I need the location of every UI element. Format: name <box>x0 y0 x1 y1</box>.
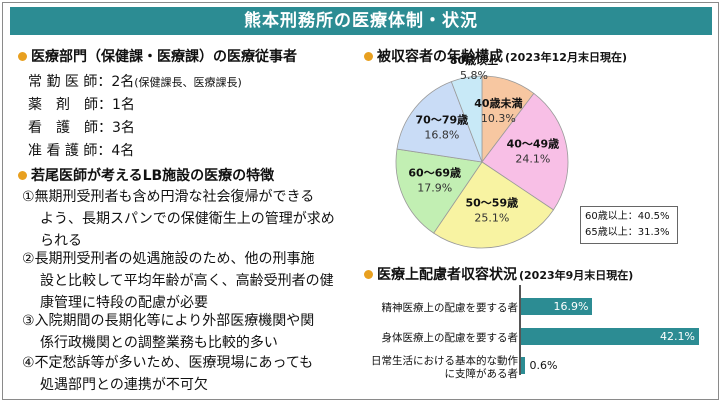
slide-title: 熊本刑務所の医療体制・状況 <box>10 7 712 35</box>
feature-item: ①無期刑受刑者も含め円滑な社会復帰ができるよう、長期スパンでの保健衛生上の管理が… <box>22 186 340 252</box>
pie-value-label: 25.1% <box>474 212 509 225</box>
feature-item-first: ③入院期間の長期化等により外部医療機関や関 <box>22 313 315 329</box>
pie-category-label: 80歳以上 <box>450 53 498 67</box>
bar-chart-subtitle: (2023年9月末日現在) <box>519 269 634 282</box>
pie-category-label: 70～79歳 <box>416 113 469 127</box>
slide-frame <box>2 2 719 400</box>
bullet-dot-icon <box>364 51 373 61</box>
bar-category-label: 身体医療上の配慮を要する者 <box>381 332 519 344</box>
bar-category-label: 日常生活における基本的な動作に支障がある者 <box>371 355 518 380</box>
bar: 16.9% <box>521 298 593 315</box>
staff-label: 看 護 師：3名 <box>28 120 135 136</box>
section-staff-heading: 医療部門（保健課・医療課）の医療従事者 <box>18 46 297 66</box>
bar-category-label: 精神医療上の配慮を要する者 <box>381 302 519 314</box>
staff-label: 薬 剤 師：1名 <box>28 97 135 113</box>
feature-item-rest: 係行政機関との調整業務も比較的多い <box>40 335 278 351</box>
section-staff-title: 医療部門（保健課・医療課）の医療従事者 <box>31 49 297 65</box>
feature-item-rest: 設と比較して平均年齢が高く、高齢受刑者の健康管理に特段の配慮が必要 <box>40 273 334 311</box>
feature-item-first: ①無期刑受刑者も含め円滑な社会復帰ができる <box>22 189 315 205</box>
feature-item: ③入院期間の長期化等により外部医療機関や関係行政機関との調整業務も比較的多い <box>22 310 340 354</box>
bar-heading: 医療上配慮者収容状況 (2023年9月末日現在) <box>364 264 633 284</box>
bar-value-label: 0.6% <box>529 359 558 372</box>
pie-category-label: 50～59歳 <box>466 196 519 210</box>
stat-line: 65歳以上：31.3% <box>585 227 670 238</box>
staff-line: 常 勤 医 師：2名(保健課長、医療課長) <box>28 71 242 91</box>
pie-slice <box>396 81 483 163</box>
pie-value-label: 24.1% <box>515 152 550 165</box>
pie-chart-title: 被収容者の年齢構成 <box>377 49 503 65</box>
pie-value-label: 5.8% <box>460 69 488 82</box>
pie-slice <box>481 92 569 211</box>
staff-line: 准 看 護 師：4名 <box>28 140 134 160</box>
pie-slice <box>395 148 483 234</box>
staff-line: 薬 剤 師：1名 <box>28 94 135 114</box>
bar-axis <box>519 285 521 375</box>
bar: 42.1% <box>521 328 699 345</box>
section-features-heading: 若尾医師が考えるLB施設の医療の特徴 <box>18 165 274 185</box>
staff-label: 常 勤 医 師：2名 <box>28 74 135 90</box>
pie-value-label: 16.8% <box>424 129 459 142</box>
pie-value-label: 10.3% <box>481 112 516 125</box>
feature-item-rest: よう、長期スパンでの保健衛生上の管理が求められる <box>40 211 335 249</box>
pie-value-label: 17.9% <box>417 182 452 195</box>
pie-slice <box>433 161 554 249</box>
pie-category-label: 40～49歳 <box>507 136 560 150</box>
pie-category-label: 60～69歳 <box>408 166 461 180</box>
pie-category-label: 40歳未満 <box>474 96 522 110</box>
bar-value-label: 16.9% <box>553 300 589 313</box>
feature-item-first: ④不定愁訴等が多いため、医療現場にあっても <box>22 355 314 371</box>
staff-note: (保健課長、医療課長) <box>134 76 242 89</box>
pie-chart-subtitle: (2023年12月末日現在) <box>505 51 627 64</box>
staff-label: 准 看 護 師：4名 <box>28 143 135 159</box>
feature-item-first: ②長期刑受刑者の処遇施設のため、他の刑事施 <box>22 251 315 267</box>
bullet-dot-icon <box>18 51 27 61</box>
feature-item: ④不定愁訴等が多いため、医療現場にあっても処遇部門との連携が不可欠 <box>22 352 340 396</box>
bar <box>521 357 525 374</box>
stat-line: 60歳以上：40.5% <box>585 211 670 222</box>
bar-value-label: 42.1% <box>660 330 695 343</box>
bar-chart-title: 医療上配慮者収容状況 <box>377 267 517 283</box>
section-features-title: 若尾医師が考えるLB施設の医療の特徴 <box>31 168 275 184</box>
age-stats-box: 60歳以上：40.5% 65歳以上：31.3% <box>580 206 678 244</box>
bullet-dot-icon <box>364 269 373 279</box>
pie-heading: 被収容者の年齢構成 (2023年12月末日現在) <box>364 46 627 66</box>
staff-line: 看 護 師：3名 <box>28 117 135 137</box>
feature-item: ②長期刑受刑者の処遇施設のため、他の刑事施設と比較して平均年齢が高く、高齢受刑者… <box>22 248 340 314</box>
pie-slice <box>450 75 483 163</box>
feature-item-rest: 処遇部門との連携が不可欠 <box>40 377 208 393</box>
bullet-dot-icon <box>18 170 27 180</box>
